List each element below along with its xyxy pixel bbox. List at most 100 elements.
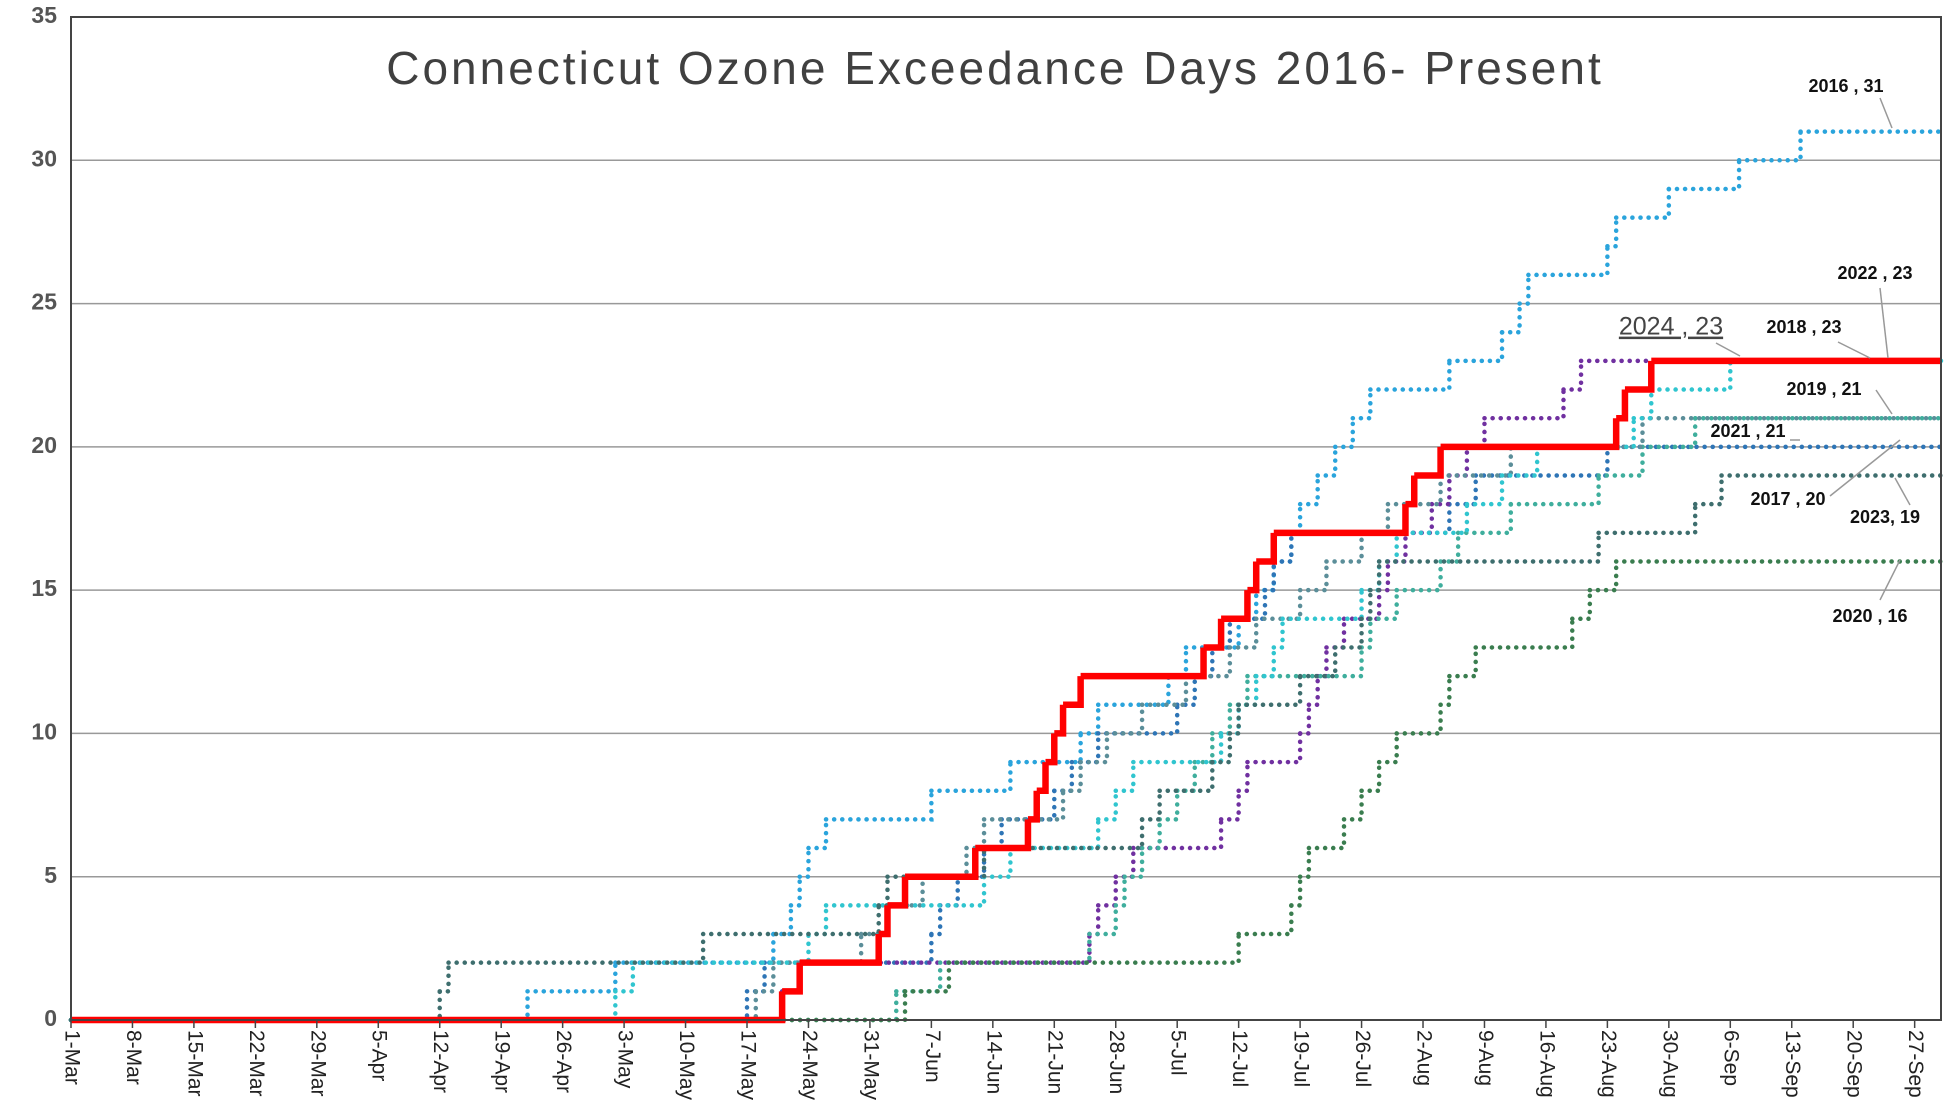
step-segment xyxy=(1324,616,1347,650)
step-segment xyxy=(1596,501,1698,536)
step-segment xyxy=(1613,186,1672,220)
step-segment xyxy=(1227,616,1259,650)
step-segment xyxy=(1359,559,1382,593)
step-segment xyxy=(1139,817,1162,851)
x-tick-label: 15-Mar xyxy=(183,1030,206,1097)
step-segment xyxy=(1447,473,1478,507)
x-tick-label: 1-Mar xyxy=(60,1030,83,1085)
x-tick-label: 26-Jul xyxy=(1351,1030,1374,1087)
step-segment xyxy=(1473,444,1610,478)
step-segment xyxy=(1174,759,1198,793)
step-segment xyxy=(1499,444,1540,478)
step-segment xyxy=(1596,444,1645,478)
step-segment xyxy=(806,903,829,937)
step-segment xyxy=(68,989,759,1023)
step-segment xyxy=(920,845,969,879)
step-segment xyxy=(1078,702,1101,736)
step-segment xyxy=(1464,415,1487,450)
step-segment xyxy=(1324,530,1364,564)
x-tick-label: 5-Jul xyxy=(1167,1030,1190,1076)
step-segment xyxy=(1376,559,1391,593)
step-segment xyxy=(1438,444,1514,478)
step-segment xyxy=(1221,590,1251,623)
step-segment xyxy=(1256,532,1278,565)
step-segment xyxy=(1253,587,1303,622)
step-segment xyxy=(1262,559,1277,593)
step-segment xyxy=(1008,817,1101,851)
step-segment xyxy=(1508,415,1645,450)
step-segment xyxy=(1736,129,1803,163)
step-segment xyxy=(1508,473,1601,507)
y-tick-label: 5 xyxy=(44,862,57,888)
step-segment xyxy=(1376,530,1601,564)
series-lines xyxy=(68,129,1944,1024)
leader-line xyxy=(1879,287,1889,359)
x-tick-label: 10-May xyxy=(675,1030,698,1101)
step-segment xyxy=(1394,559,1443,593)
step-segment xyxy=(1095,874,1118,908)
step-segment xyxy=(1526,244,1610,278)
step-segment xyxy=(1027,790,1040,823)
y-tick-label: 35 xyxy=(31,2,57,28)
step-segment xyxy=(1359,616,1373,650)
step-segment xyxy=(1359,587,1373,622)
step-segment xyxy=(68,989,899,1023)
step-segment xyxy=(1289,501,1452,536)
x-tick-label: 2-Aug xyxy=(1412,1030,1435,1086)
x-tick-label: 7-Jun xyxy=(921,1030,944,1083)
step-segment xyxy=(1297,559,1329,593)
step-segment xyxy=(1069,731,1101,765)
annotation: 2019 , 21 xyxy=(1786,379,1861,399)
step-segment xyxy=(1605,215,1619,249)
step-segment xyxy=(1236,759,1250,793)
step-segment xyxy=(937,874,960,908)
step-segment xyxy=(929,759,1013,793)
step-segment xyxy=(981,817,1004,851)
step-segment xyxy=(1394,501,1470,536)
step-segment xyxy=(1236,673,1303,708)
step-segment xyxy=(1157,788,1180,822)
x-tick-label: 24-May xyxy=(798,1030,821,1101)
step-segment xyxy=(525,960,618,994)
step-segment xyxy=(981,845,1013,879)
step-segment xyxy=(1332,616,1364,650)
step-segment xyxy=(1131,731,1224,765)
step-segment xyxy=(1052,759,1075,793)
step-segment xyxy=(1157,759,1215,793)
step-segment xyxy=(1063,676,1084,709)
chart-title: Connecticut Ozone Exceedance Days 2016- … xyxy=(386,42,1604,94)
step-segment xyxy=(1587,559,1619,593)
step-segment xyxy=(1166,645,1189,679)
step-segment xyxy=(1649,358,1733,392)
step-segment xyxy=(1245,731,1303,765)
x-tick-label: 26-Apr xyxy=(552,1030,575,1093)
step-segment xyxy=(1376,731,1399,765)
step-segment xyxy=(1438,673,1452,708)
step-segment xyxy=(955,845,987,879)
step-segment xyxy=(1455,501,1514,536)
step-segment xyxy=(1341,788,1364,822)
step-segment xyxy=(1045,733,1058,766)
step-segment xyxy=(1104,702,1145,736)
step-segment xyxy=(1280,587,1364,622)
step-segment xyxy=(1368,587,1399,622)
step-segment xyxy=(823,874,987,908)
step-segment xyxy=(876,874,890,908)
x-tick-label: 6-Sep xyxy=(1720,1030,1743,1086)
y-tick-label: 15 xyxy=(31,575,57,601)
step-segment xyxy=(1227,673,1250,708)
annotations: 2016 , 31 2022 , 23 2024 , 23 2018 , 23 2019… xyxy=(1619,76,1920,626)
annotation: 2023, 19 xyxy=(1850,507,1920,527)
step-segment xyxy=(1236,903,1294,937)
step-segment xyxy=(981,817,1145,851)
step-segment xyxy=(1210,731,1233,765)
y-tick-label: 25 xyxy=(31,289,57,315)
y-tick-label: 10 xyxy=(31,719,57,745)
x-tick-label: 9-Aug xyxy=(1474,1030,1497,1086)
step-segment xyxy=(1036,762,1049,794)
step-segment xyxy=(68,989,618,1023)
step-segment xyxy=(1095,673,1171,708)
y-tick-label: 0 xyxy=(44,1005,57,1031)
step-segment xyxy=(68,989,442,1023)
step-segment xyxy=(1414,446,1444,479)
